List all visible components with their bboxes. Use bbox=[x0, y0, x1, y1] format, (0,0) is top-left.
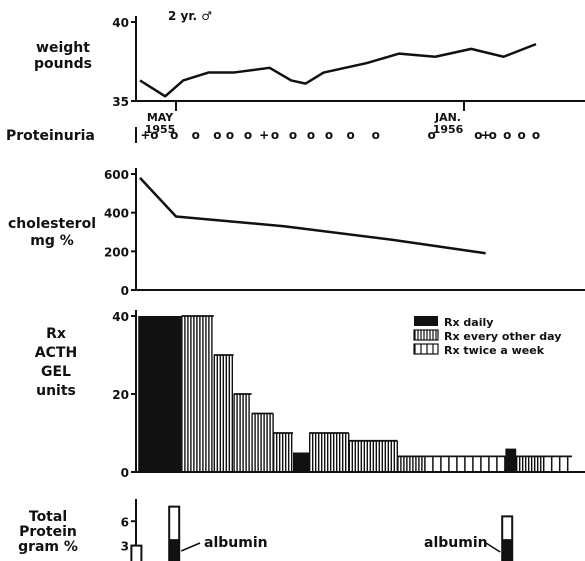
acth-ylabel-0: Rx bbox=[46, 326, 66, 342]
proteinuria-point: o bbox=[372, 128, 380, 142]
proteinuria-point: + bbox=[140, 128, 150, 142]
acth-segment bbox=[348, 439, 398, 472]
cholesterol-ylabel-1: mg % bbox=[30, 233, 74, 249]
albumin-annotation-0: albumin bbox=[204, 535, 268, 551]
proteinuria-point: o bbox=[474, 128, 482, 142]
acth-y-tick-label: 40 bbox=[112, 310, 129, 324]
acth-segment bbox=[181, 315, 214, 472]
acth-segment bbox=[505, 448, 517, 472]
protein-bar-albumin bbox=[502, 539, 513, 561]
protein-y-tick-label: 6 bbox=[121, 515, 129, 529]
proteinuria-point: o bbox=[346, 128, 354, 142]
month-label-0-1: 1955 bbox=[145, 123, 176, 136]
legend-swatch-fill bbox=[414, 316, 438, 326]
legend-label-tw: Rx twice a week bbox=[444, 344, 545, 357]
proteinuria-label: Proteinuria bbox=[6, 128, 95, 144]
proteinuria-point: o bbox=[170, 128, 178, 142]
proteinuria-point: + bbox=[259, 128, 269, 142]
proteinuria-point: o bbox=[271, 128, 279, 142]
cholesterol-line bbox=[139, 177, 486, 255]
albumin-annotation-1: albumin bbox=[424, 535, 488, 551]
legend-swatch-box bbox=[413, 343, 439, 355]
month-label-0-0: MAY bbox=[147, 111, 174, 124]
proteinuria-point: o bbox=[532, 128, 540, 142]
proteinuria-point: o bbox=[226, 128, 234, 142]
proteinuria-point: o bbox=[213, 128, 221, 142]
acth-segment bbox=[138, 316, 182, 472]
proteinuria-point: o bbox=[517, 128, 525, 142]
weight-ylabel-0: weight bbox=[36, 40, 90, 56]
acth-segment bbox=[397, 455, 425, 472]
proteinuria-point: o bbox=[244, 128, 252, 142]
acth-bar-daily bbox=[505, 448, 517, 472]
cholesterol-y-tick-label: 400 bbox=[104, 207, 129, 221]
month-label-1-1: 1956 bbox=[433, 123, 464, 136]
month-label-1-0: JAN. bbox=[434, 111, 461, 124]
protein-bar bbox=[130, 544, 143, 561]
proteinuria-point: + bbox=[481, 128, 491, 142]
acth-segment bbox=[542, 455, 572, 472]
acth-ylabel-1: ACTH bbox=[35, 345, 77, 361]
acth-segment bbox=[516, 455, 544, 472]
proteinuria-point: o bbox=[192, 128, 200, 142]
acth-segment bbox=[233, 393, 252, 472]
protein-bar-total bbox=[168, 505, 181, 561]
acth-bar-daily bbox=[138, 316, 182, 472]
legend-label-eod: Rx every other day bbox=[444, 330, 561, 343]
proteinuria-point: o bbox=[307, 128, 315, 142]
protein-ylabel-1: Protein bbox=[19, 524, 77, 540]
protein-ylabel-2: gram % bbox=[18, 539, 78, 555]
protein-bar bbox=[501, 515, 514, 561]
weight-y-tick-label: 40 bbox=[112, 16, 129, 30]
legend-swatch-box bbox=[413, 329, 439, 341]
acth-y-tick-label: 20 bbox=[112, 388, 129, 402]
weight-annotation: 2 yr. ♂ bbox=[168, 9, 212, 23]
proteinuria-point: o bbox=[325, 128, 333, 142]
acth-ylabel-3: units bbox=[36, 383, 76, 399]
legend-swatch-daily bbox=[414, 316, 438, 326]
protein-y-tick-label: 3 bbox=[121, 540, 129, 554]
acth-segment bbox=[273, 432, 293, 472]
protein-bar bbox=[168, 505, 181, 561]
acth-segment bbox=[293, 452, 310, 472]
cholesterol-y-tick-label: 200 bbox=[104, 245, 129, 259]
weight-ylabel-1: pounds bbox=[34, 56, 92, 72]
acth-segment bbox=[251, 412, 274, 472]
proteinuria-point: o bbox=[489, 128, 497, 142]
acth-ylabel-2: GEL bbox=[41, 364, 71, 380]
acth-segment bbox=[309, 432, 350, 472]
proteinuria-point: o bbox=[150, 128, 158, 142]
proteinuria-point: o bbox=[503, 128, 511, 142]
acth-segment bbox=[424, 455, 506, 472]
cholesterol-y-tick-label: 600 bbox=[104, 168, 129, 182]
acth-bar-daily bbox=[293, 452, 310, 472]
albumin-arrow-1 bbox=[485, 542, 501, 553]
protein-ylabel-0: Total bbox=[29, 509, 67, 525]
weight-line bbox=[139, 42, 537, 98]
cholesterol-ylabel-0: cholesterol bbox=[8, 216, 96, 232]
proteinuria-point: o bbox=[427, 128, 435, 142]
acth-y-tick-label: 0 bbox=[121, 466, 129, 480]
albumin-arrow-0 bbox=[180, 542, 201, 552]
acth-segment bbox=[213, 354, 234, 472]
legend-swatch-eod bbox=[413, 329, 439, 341]
cholesterol-y-tick-label: 0 bbox=[121, 284, 129, 298]
proteinuria-point: o bbox=[289, 128, 297, 142]
legend-label-daily: Rx daily bbox=[444, 316, 493, 329]
weight-y-tick-label: 35 bbox=[112, 95, 129, 109]
protein-bar-total bbox=[130, 544, 143, 561]
legend-swatch-tw bbox=[413, 343, 439, 355]
protein-bar-albumin bbox=[169, 539, 180, 561]
